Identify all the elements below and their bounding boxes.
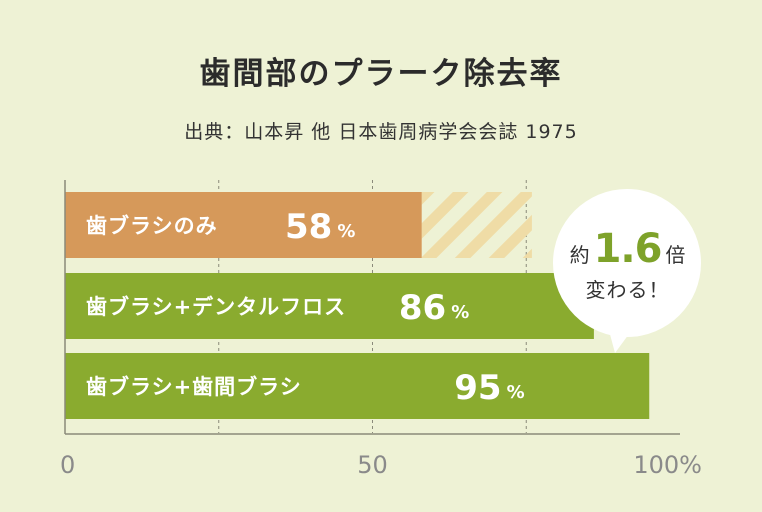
bar-value-unit: % [451, 302, 469, 323]
x-axis: 0 50 100% [60, 180, 702, 479]
bar-category-label: 歯ブラシのみ [86, 214, 218, 238]
callout-bubble-shape [553, 189, 701, 353]
bar-value-unit: % [507, 382, 525, 403]
hatch-gap [421, 192, 532, 258]
bars: 歯ブラシのみ 58 % 歯ブラシ+デンタルフロス 86 % 歯ブラシ+歯間ブラシ 95% [65, 192, 650, 419]
bar [65, 353, 650, 419]
bar-value-unit: % [337, 221, 355, 242]
callout-prefix: 約 [569, 243, 590, 267]
chart-source: 出典：山本昇 他 日本歯周病学会会誌 1975 [184, 121, 578, 143]
bar-value-label: 95 [454, 368, 501, 408]
callout-suffix: 倍 [665, 243, 686, 267]
x-tick-label: 100% [633, 451, 702, 479]
callout-line1: 約 1.6 倍 [570, 226, 686, 272]
bar [65, 273, 594, 339]
chart-title: 歯間部のプラーク除去率 [199, 56, 563, 92]
x-tick-label: 0 [60, 451, 75, 479]
bar-value-label: 58 [285, 207, 332, 247]
callout-bubble: 約 1.6 倍 変わる！ [545, 185, 710, 353]
callout-text: 約 1.6 倍 変わる！ [545, 185, 710, 350]
bar-value-label: 86 [399, 288, 446, 328]
bar [65, 192, 422, 258]
callout-tail [607, 323, 637, 353]
bar-category-label: 歯ブラシ+歯間ブラシ [86, 375, 302, 399]
bar-category-label: 歯ブラシ+デンタルフロス [86, 295, 346, 319]
callout-number: 1.6 [593, 226, 663, 272]
x-tick-label: 50 [357, 451, 388, 479]
callout-line2: 変わる！ [585, 278, 670, 302]
callout-circle [553, 189, 701, 337]
